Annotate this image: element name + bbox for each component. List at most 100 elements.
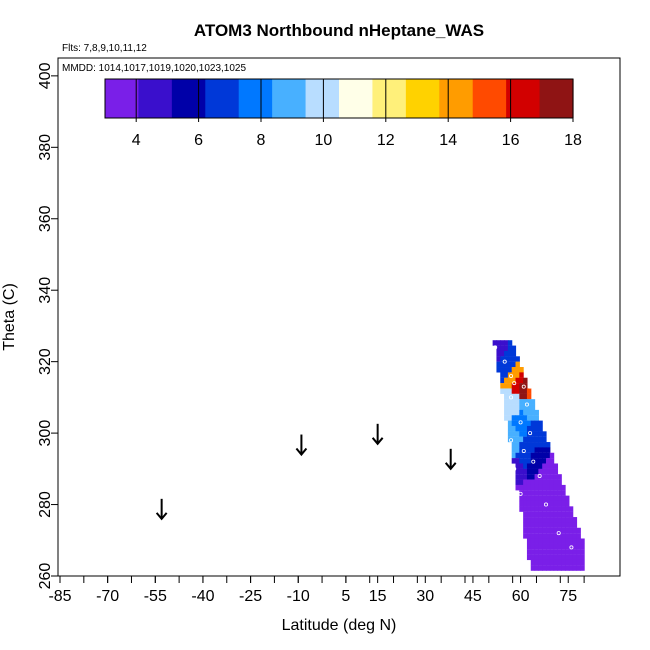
heatmap-cell [530,425,536,432]
colorbar-tick-label: 16 [502,132,520,149]
heatmap-cell [519,431,524,437]
heatmap-cell [561,484,566,491]
heatmap-cell [549,506,555,512]
colorbar-segment [372,79,407,118]
heatmap-cell [523,527,528,534]
sample-point [509,438,514,443]
y-tick-label: 400 [37,62,54,89]
heatmap-cell [568,517,574,523]
sample-point [518,491,523,496]
heatmap-cell [557,533,562,539]
heatmap-cell [511,458,517,464]
heatmap-cell [526,543,532,550]
heatmap-cell [534,511,539,518]
heatmap-cell [549,458,555,464]
x-tick-label: -10 [287,588,310,605]
heatmap-cell [519,383,524,389]
x-tick-label: -55 [144,588,167,605]
heatmap-cell [538,458,543,464]
heatmap-cell [530,533,536,539]
heatmap-cell [565,517,570,523]
heatmap-cell [504,367,509,373]
heatmap-cell [511,447,517,453]
heatmap-cell [549,452,555,459]
x-axis: -85 -70 -55 -40 -25 -10 5 15 30 45 60 75 [48,576,585,605]
x-tick-label: 60 [512,588,530,605]
heatmap-cell [534,527,539,534]
x-tick-label: 5 [341,588,350,605]
heatmap-cell [538,517,543,523]
heatmap-cell [511,356,517,362]
heatmap-cell [568,533,574,539]
sample-point [528,431,533,436]
y-tick-label: 360 [37,205,54,232]
heatmap-cell [546,490,551,496]
heatmap-cell [530,506,536,512]
heatmap-cell [496,367,501,373]
heatmap-cell [519,399,524,405]
heatmap-cell [557,474,562,480]
heatmap-cell [526,447,532,453]
heatmap-cell [515,420,520,427]
heatmap-cell [553,506,559,512]
sample-point [524,402,529,407]
heatmap-cell [572,549,578,555]
heatmap-cell [519,415,524,421]
heatmap-cell [576,533,581,539]
heatmap-cell [576,538,581,544]
heatmap-cell [496,345,501,352]
y-axis: 260 280 300 320 340 360 380 400 [37,62,58,589]
heatmap-cell [538,554,543,561]
heatmap-cell [530,404,536,411]
heatmap-cell [534,500,539,507]
heatmap-cell [542,559,547,566]
heatmap-cell [546,511,551,518]
heatmap-cell [526,527,532,534]
heatmap-cell [542,490,547,496]
heatmap-cell [553,538,559,544]
heatmap-cell [557,565,562,571]
heatmap-cell [561,549,566,555]
heatmap-cell [534,409,539,416]
heatmap-cell [553,522,559,528]
heatmap-cell [526,500,532,507]
heatmap-cell [519,372,524,378]
heatmap-cell [507,345,513,352]
heatmap-cell [496,350,501,357]
heatmap-cell [526,393,532,400]
heatmap-cell [546,554,551,561]
heatmap-cell [504,350,509,357]
heatmap-cell [515,388,520,394]
heatmap-cell [538,479,543,486]
heatmap-cell [572,554,578,561]
heatmap-cell [534,468,539,475]
heatmap-cell [538,431,543,437]
heatmap-cell [576,559,581,566]
heatmap-cell [523,495,528,502]
x-tick-label: 45 [464,588,482,605]
heatmap-cell [565,533,570,539]
heatmap-cell [507,409,513,416]
heatmap-cell [526,442,532,448]
heatmap-cell [530,538,536,544]
heatmap-cell [515,463,520,469]
heatmap-cell [519,490,524,496]
heatmap-cell [519,474,524,480]
heatmap-cell [549,463,555,469]
colorbar-segment [405,79,440,118]
heatmap-cell [534,415,539,421]
heatmap-cell [511,377,517,384]
heatmap-cell [511,431,517,437]
heatmap-cell [507,340,513,346]
heatmap-cell [557,490,562,496]
heatmap-cell [519,425,524,432]
heatmap-cell [534,554,539,561]
heatmap-cell [568,522,574,528]
heatmap-cell [519,506,524,512]
heatmap-cell [519,436,524,443]
heatmap-cell [557,479,562,486]
heatmap-cell [549,549,555,555]
heatmap-cell [542,543,547,550]
heatmap-cell [561,527,566,534]
heatmap-cell [526,538,532,544]
